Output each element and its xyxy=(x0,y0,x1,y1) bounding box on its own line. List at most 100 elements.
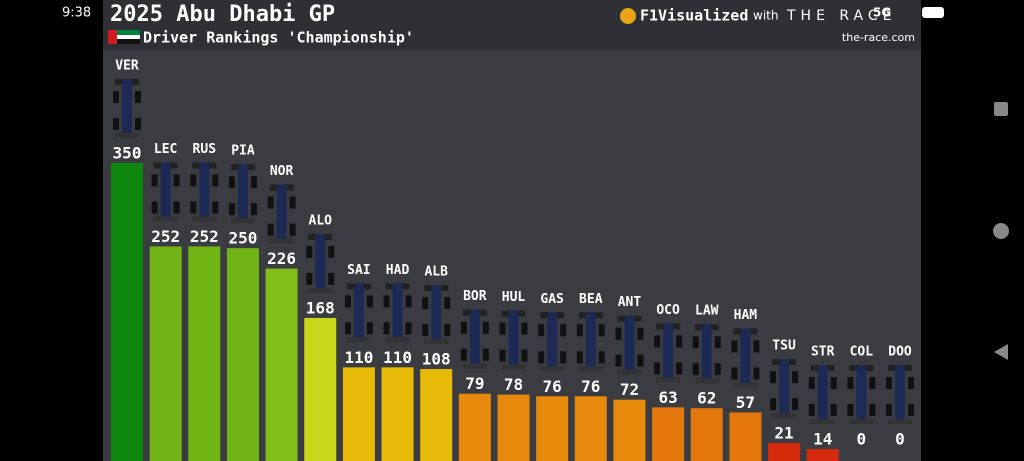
value-label: 226 xyxy=(267,249,296,268)
car-part xyxy=(714,363,721,376)
car-part xyxy=(770,398,777,411)
chart-subtitle: Driver Rankings 'Championship' xyxy=(143,29,414,47)
car-icon xyxy=(344,283,373,343)
car-part xyxy=(908,404,914,416)
car-icon xyxy=(228,164,257,224)
bar xyxy=(226,248,259,461)
car-part xyxy=(676,362,683,375)
car-icon xyxy=(692,324,721,384)
car-part xyxy=(538,351,545,364)
bar xyxy=(806,449,839,461)
car-part xyxy=(153,216,178,222)
car-part xyxy=(135,91,141,103)
car-part xyxy=(230,218,255,224)
car-part xyxy=(869,404,876,416)
driver-label: COL xyxy=(850,345,874,360)
car-part xyxy=(469,309,480,368)
car-part xyxy=(560,351,567,364)
car-part xyxy=(585,312,596,371)
car-part xyxy=(615,327,622,340)
driver-label: HUL xyxy=(502,290,526,305)
driver-label: PIA xyxy=(231,144,255,159)
car-part xyxy=(856,365,867,423)
value-label: 108 xyxy=(422,350,451,369)
car-part xyxy=(560,324,567,337)
car-part xyxy=(830,404,837,416)
uae-flag xyxy=(108,30,140,44)
driver-label: TSU xyxy=(772,339,796,354)
driver-label: OCO xyxy=(656,303,680,318)
car-part xyxy=(847,377,854,389)
value-label: 72 xyxy=(620,380,639,399)
car-part xyxy=(772,413,797,419)
car-part xyxy=(151,174,158,187)
car-icon xyxy=(422,285,451,345)
car-part xyxy=(576,351,583,364)
car-part xyxy=(521,349,528,362)
driver-label: LEC xyxy=(154,142,177,157)
car-part xyxy=(810,419,835,424)
car-part xyxy=(637,327,644,340)
driver-label: ALO xyxy=(309,213,333,228)
car-part xyxy=(199,162,210,221)
value-label: 21 xyxy=(774,424,793,443)
car-icon xyxy=(383,283,412,343)
nav-back[interactable] xyxy=(994,344,1008,360)
chart-title: 2025 Abu Dhabi GP xyxy=(110,2,335,27)
car-part xyxy=(366,322,373,335)
car-part xyxy=(135,118,141,130)
car-part xyxy=(366,295,373,308)
car-part xyxy=(328,272,335,285)
nav-home[interactable] xyxy=(993,223,1009,239)
value-label: 76 xyxy=(543,377,562,396)
car-part xyxy=(849,419,874,424)
car-part xyxy=(598,351,605,364)
bar xyxy=(381,367,414,461)
value-label: 76 xyxy=(581,377,600,396)
car-icon xyxy=(306,233,335,293)
car-part xyxy=(578,366,603,372)
value-label: 0 xyxy=(895,430,905,449)
value-label: 252 xyxy=(151,227,180,246)
value-label: 0 xyxy=(857,430,867,449)
car-part xyxy=(770,371,777,384)
value-label: 57 xyxy=(736,393,755,412)
logo-icon xyxy=(620,8,636,24)
car-icon xyxy=(499,310,528,370)
car-part xyxy=(521,322,528,335)
car-part xyxy=(624,315,635,374)
value-label: 14 xyxy=(813,430,832,449)
car-part xyxy=(276,184,287,243)
car-part xyxy=(444,324,451,337)
car-icon xyxy=(113,79,141,138)
nav-recents[interactable] xyxy=(994,102,1008,116)
car-part xyxy=(576,324,583,337)
car-part xyxy=(431,285,442,344)
car-part xyxy=(237,164,248,223)
car-part xyxy=(714,336,721,349)
car-part xyxy=(508,310,519,369)
car-part xyxy=(460,348,467,361)
bar xyxy=(536,396,569,461)
car-icon xyxy=(151,162,180,222)
value-label: 252 xyxy=(190,227,219,246)
car-part xyxy=(462,363,487,369)
driver-label: ALB xyxy=(424,265,448,280)
car-part xyxy=(663,323,674,382)
car-part xyxy=(792,398,799,411)
bar xyxy=(149,246,182,461)
value-label: 168 xyxy=(306,298,335,317)
car-part xyxy=(808,404,815,416)
car-part xyxy=(482,321,489,334)
bar xyxy=(111,163,143,461)
car-part xyxy=(731,340,738,353)
car-icon xyxy=(615,315,644,375)
car-part xyxy=(173,201,180,214)
value-label: 79 xyxy=(465,374,484,393)
bar xyxy=(768,443,801,461)
car-part xyxy=(289,196,296,209)
car-part xyxy=(306,245,313,258)
car-part xyxy=(250,203,257,216)
bar xyxy=(342,367,375,461)
